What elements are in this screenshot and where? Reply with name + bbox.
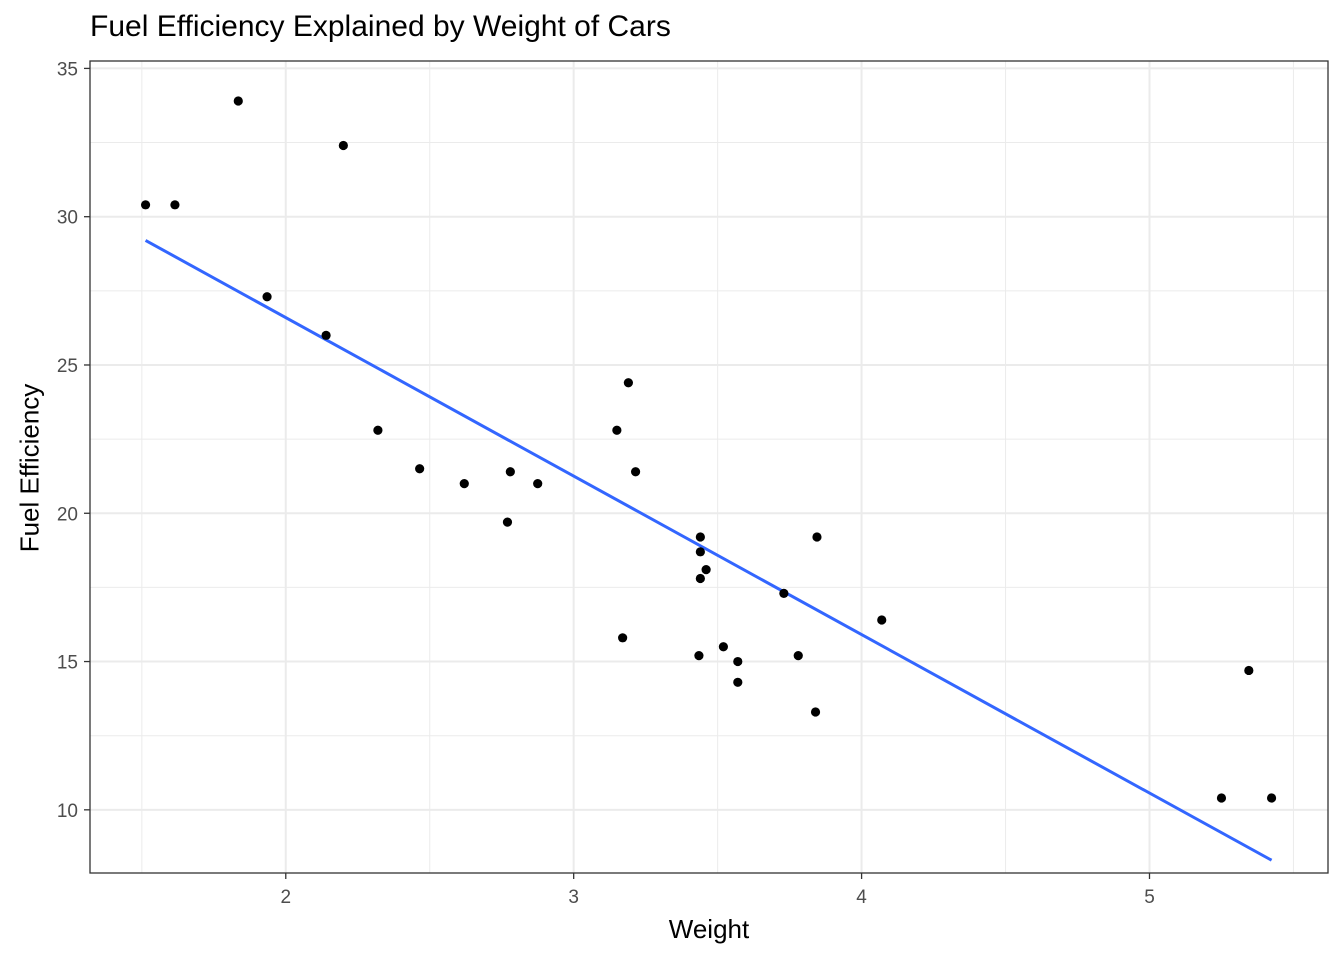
points-layer bbox=[140, 96, 1277, 803]
x-tick-label: 3 bbox=[568, 887, 579, 908]
data-point bbox=[701, 565, 711, 575]
minor-gridlines bbox=[90, 61, 1328, 873]
data-point bbox=[262, 292, 272, 302]
trend-line-layer bbox=[144, 239, 1273, 862]
y-tick-label: 25 bbox=[57, 356, 78, 377]
data-point bbox=[810, 707, 821, 717]
x-tick-label: 4 bbox=[856, 887, 867, 908]
data-point bbox=[170, 200, 180, 210]
y-tick-label: 35 bbox=[57, 59, 78, 80]
data-point bbox=[695, 532, 705, 542]
data-point bbox=[733, 656, 743, 667]
data-point bbox=[779, 588, 789, 598]
y-axis: 10 15 20 25 30 35 bbox=[57, 59, 90, 822]
data-point bbox=[877, 615, 887, 625]
data-point bbox=[140, 200, 151, 210]
x-tick-label: 5 bbox=[1144, 887, 1155, 908]
chart-title: Fuel Efficiency Explained by Weight of C… bbox=[90, 10, 671, 43]
data-point bbox=[694, 651, 704, 661]
panel-border bbox=[89, 60, 1329, 874]
data-point bbox=[505, 467, 515, 477]
data-point bbox=[1244, 665, 1254, 676]
x-axis-label: Weight bbox=[668, 914, 750, 944]
data-point bbox=[502, 517, 513, 527]
y-tick-label: 30 bbox=[57, 208, 78, 229]
data-point bbox=[1266, 793, 1277, 803]
data-point bbox=[338, 140, 348, 151]
data-point bbox=[618, 633, 628, 643]
trend-line bbox=[144, 239, 1273, 862]
data-point bbox=[373, 425, 383, 435]
data-point bbox=[1216, 793, 1227, 803]
data-point bbox=[718, 642, 728, 652]
data-point bbox=[459, 479, 469, 489]
data-point bbox=[733, 677, 743, 687]
data-point bbox=[321, 330, 331, 340]
data-point bbox=[415, 464, 425, 474]
data-point bbox=[630, 467, 641, 477]
y-axis-label: Fuel Efficiency bbox=[14, 383, 45, 553]
data-point bbox=[695, 547, 705, 557]
x-axis: 2 3 4 5 bbox=[280, 873, 1155, 908]
data-point bbox=[533, 479, 543, 489]
y-tick-label: 10 bbox=[57, 801, 78, 822]
data-point bbox=[612, 425, 622, 435]
data-point bbox=[233, 96, 243, 106]
data-point bbox=[623, 378, 633, 388]
major-gridlines bbox=[90, 61, 1328, 873]
data-point bbox=[695, 573, 705, 584]
data-point bbox=[793, 651, 803, 661]
y-tick-label: 15 bbox=[57, 653, 78, 674]
x-tick-label: 2 bbox=[280, 887, 291, 908]
data-point bbox=[812, 532, 822, 542]
y-tick-label: 20 bbox=[57, 504, 78, 525]
